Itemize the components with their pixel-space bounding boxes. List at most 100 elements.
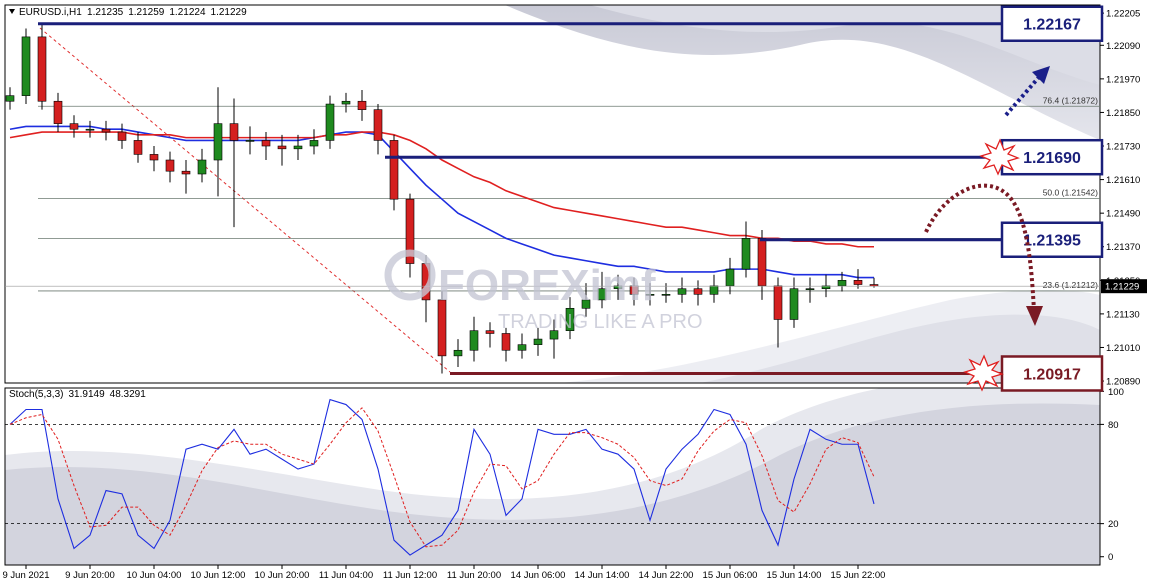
candle-body: [773, 285, 783, 320]
watermark-logo: [384, 249, 436, 301]
candle-body: [453, 349, 463, 357]
y-tick-label: 1.21970: [1106, 74, 1140, 85]
main-panel-frame: [4, 4, 1101, 384]
candle-body: [437, 299, 447, 357]
level-box: [1000, 355, 1104, 392]
candle-body: [469, 330, 479, 351]
candle-body: [677, 288, 687, 295]
candle-body: [181, 170, 191, 175]
candle-body: [597, 288, 607, 301]
level-label: 1.20917: [1023, 366, 1081, 383]
y-tick-label: 1.21130: [1106, 309, 1140, 320]
arrow-arc-head: [1026, 306, 1043, 326]
level-label: 1.21395: [1023, 233, 1081, 250]
candle-body: [517, 344, 527, 351]
level-box: [1000, 221, 1104, 258]
candle-body: [549, 330, 559, 340]
fib-label: 76.4 (1.21872): [1043, 95, 1098, 105]
moving-average: [9, 131, 874, 248]
candle-body: [853, 280, 863, 285]
fib-label: 23.6 (1.21212): [1043, 280, 1098, 290]
x-tick-label: 9 Jun 2021: [2, 570, 49, 581]
current-price-label: 1.21229: [1105, 282, 1139, 293]
x-tick-label: 14 Jun 06:00: [511, 570, 566, 581]
candle-body: [725, 268, 735, 287]
watermark-brand: FOREXimf: [438, 261, 656, 310]
stoch-k-last: 31.9149: [68, 389, 105, 400]
stoch-y-tick-label: 20: [1108, 519, 1119, 530]
header: EURUSD.i,H1 1.21235 1.21259 1.21224 1.21229: [19, 7, 247, 18]
x-tick-label: 15 Jun 14:00: [767, 570, 822, 581]
candle-body: [805, 288, 815, 291]
stoch-header: Stoch(5,3,3) 31.9149 48.3291: [9, 389, 146, 400]
candle-body: [5, 95, 15, 102]
stoch-label: Stoch(5,3,3): [9, 389, 63, 400]
x-tick-label: 11 Jun 12:00: [383, 570, 437, 581]
candle-body: [245, 140, 255, 142]
backdrop-stoch: [5, 388, 1100, 565]
candle-body: [565, 307, 575, 331]
current-price-tag: [1101, 279, 1147, 294]
stoch-y-tick-label: 80: [1108, 420, 1119, 431]
stoch-d-line: [9, 407, 875, 548]
stoch-y-tick-label: 100: [1108, 387, 1124, 398]
candle-body: [389, 140, 399, 200]
x-tick-label: 14 Jun 22:00: [639, 570, 694, 581]
fib-trend-line: [39, 27, 451, 373]
candle-body: [277, 145, 287, 150]
x-tick-label: 15 Jun 06:00: [703, 570, 758, 581]
candle-body: [325, 103, 335, 141]
x-tick-label: 11 Jun 20:00: [447, 570, 501, 581]
x-tick-label: 11 Jun 04:00: [319, 570, 373, 581]
candle-body: [581, 299, 591, 309]
candle-body: [261, 140, 271, 147]
candle-body: [229, 123, 239, 141]
candle-body: [789, 288, 799, 320]
level-box: [1000, 5, 1104, 42]
ohlc-low: 1.21224: [169, 7, 206, 18]
y-tick-label: 1.21010: [1106, 343, 1140, 354]
y-tick-label: 1.21730: [1106, 142, 1140, 153]
candle-body: [309, 140, 319, 147]
candle-body: [117, 131, 127, 141]
candle-body: [693, 288, 703, 295]
symbol: EURUSD.i,H1: [19, 7, 82, 18]
candle-body: [149, 154, 159, 161]
candle-body: [293, 145, 303, 150]
header-icon: [9, 9, 15, 14]
candle-body: [757, 238, 767, 287]
y-tick-label: 1.22090: [1106, 41, 1140, 52]
candle-body: [741, 238, 751, 270]
candle-body: [485, 330, 495, 334]
candle-body: [341, 100, 351, 105]
candle-body: [501, 333, 511, 351]
stoch-k-line: [9, 398, 875, 556]
stoch-d-last: 48.3291: [110, 389, 147, 400]
candle-body: [101, 128, 111, 133]
x-tick-label: 15 Jun 22:00: [831, 570, 886, 581]
y-tick-label: 1.21850: [1106, 108, 1140, 119]
y-tick-label: 1.20890: [1106, 377, 1140, 388]
arrow-arc: [924, 183, 1036, 311]
x-tick-label: 9 Jun 20:00: [65, 570, 115, 581]
ohlc-close: 1.21229: [211, 7, 248, 18]
candle-body: [37, 36, 47, 102]
ohlc-high: 1.21259: [128, 7, 165, 18]
candle-body: [373, 109, 383, 141]
fib-label: 50.0 (1.21542): [1043, 188, 1098, 198]
candle-body: [661, 294, 671, 296]
candle-body: [69, 123, 79, 130]
x-tick-label: 10 Jun 20:00: [255, 570, 310, 581]
candle-body: [405, 198, 415, 264]
candle-body: [645, 294, 655, 296]
x-tick-label: 10 Jun 12:00: [191, 570, 246, 581]
x-tick-label: 10 Jun 04:00: [127, 570, 182, 581]
watermark-tagline: TRADING LIKE A PRO: [498, 311, 703, 333]
stoch-y-tick-label: 0: [1108, 552, 1113, 563]
candle-body: [85, 128, 95, 131]
candle-body: [357, 100, 367, 110]
candle-body: [165, 159, 175, 172]
ohlc-open: 1.21235: [87, 7, 124, 18]
candle-body: [21, 36, 31, 96]
level-label: 1.21690: [1023, 150, 1081, 167]
